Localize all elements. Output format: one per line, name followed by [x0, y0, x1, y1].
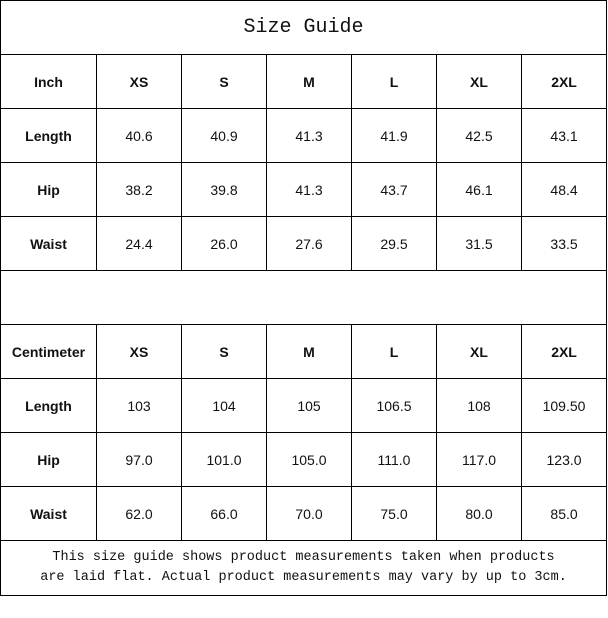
- measure-label: Hip: [0, 432, 97, 487]
- table-cell: 109.50: [520, 378, 608, 433]
- size-header: L: [351, 324, 437, 379]
- measure-label: Length: [0, 378, 97, 433]
- size-guide: Size Guide Inch XS S M L XL 2XL Length 40.6 40.9 4…: [0, 0, 608, 596]
- table-row: Length 103 104 105 106.5 108 109.50: [0, 378, 608, 433]
- table-row: Waist 62.0 66.0 70.0 75.0 80.0 85.0: [0, 486, 608, 541]
- note: This size guide shows product measuremen…: [0, 540, 608, 596]
- size-header: XL: [436, 54, 522, 109]
- size-header: S: [181, 324, 267, 379]
- table-cell: 97.0: [96, 432, 182, 487]
- table-cell: 40.9: [181, 108, 267, 163]
- table-cell: 106.5: [351, 378, 437, 433]
- note-row: This size guide shows product measuremen…: [0, 540, 608, 596]
- table-cell: 48.4: [520, 162, 608, 217]
- table-cell: 62.0: [96, 486, 182, 541]
- table-cell: 26.0: [181, 216, 267, 271]
- table-row: Hip 38.2 39.8 41.3 43.7 46.1 48.4: [0, 162, 608, 217]
- table-cell: 27.6: [266, 216, 352, 271]
- table-row: Length 40.6 40.9 41.3 41.9 42.5 43.1: [0, 108, 608, 163]
- table-cell: 29.5: [351, 216, 437, 271]
- note-line: are laid flat. Actual product measuremen…: [40, 570, 567, 585]
- table-cell: 41.3: [266, 108, 352, 163]
- size-header: 2XL: [520, 324, 608, 379]
- table-cell: 31.5: [436, 216, 522, 271]
- size-header: XL: [436, 324, 522, 379]
- table-cell: 33.5: [520, 216, 608, 271]
- size-header: XS: [96, 54, 182, 109]
- page-title: Size Guide: [0, 0, 608, 55]
- table-row: Hip 97.0 101.0 105.0 111.0 117.0 123.0: [0, 432, 608, 487]
- measure-label: Length: [0, 108, 97, 163]
- table-cell: 123.0: [520, 432, 608, 487]
- table-cell: 111.0: [351, 432, 437, 487]
- table-cell: 117.0: [436, 432, 522, 487]
- header-row: Inch XS S M L XL 2XL: [0, 54, 608, 109]
- table-cell: 41.3: [266, 162, 352, 217]
- header-row: Centimeter XS S M L XL 2XL: [0, 324, 608, 379]
- measure-label: Waist: [0, 216, 97, 271]
- size-header: L: [351, 54, 437, 109]
- size-header: 2XL: [520, 54, 608, 109]
- table-cell: 103: [96, 378, 182, 433]
- table-cell: 104: [181, 378, 267, 433]
- measure-label: Hip: [0, 162, 97, 217]
- table-cell: 41.9: [351, 108, 437, 163]
- table-cell: 101.0: [181, 432, 267, 487]
- table-cell: 38.2: [96, 162, 182, 217]
- table-cell: 43.1: [520, 108, 608, 163]
- size-header: M: [266, 54, 352, 109]
- size-header: M: [266, 324, 352, 379]
- table-cell: 46.1: [436, 162, 522, 217]
- table-cell: 108: [436, 378, 522, 433]
- table-cell: 105: [266, 378, 352, 433]
- title-row: Size Guide: [0, 0, 608, 55]
- unit-label: Inch: [0, 54, 97, 109]
- table-cell: 75.0: [351, 486, 437, 541]
- size-header: XS: [96, 324, 182, 379]
- table-cell: 40.6: [96, 108, 182, 163]
- table-cell: 42.5: [436, 108, 522, 163]
- table-cell: 85.0: [520, 486, 608, 541]
- table-cell: 66.0: [181, 486, 267, 541]
- note-line: This size guide shows product measuremen…: [52, 550, 555, 565]
- table-cell: 39.8: [181, 162, 267, 217]
- spacer: [0, 270, 608, 325]
- table-cell: 24.4: [96, 216, 182, 271]
- table-cell: 80.0: [436, 486, 522, 541]
- size-table: Size Guide Inch XS S M L XL 2XL Length 40.6 40.9 4…: [0, 0, 608, 596]
- table-cell: 105.0: [266, 432, 352, 487]
- measure-label: Waist: [0, 486, 97, 541]
- table-cell: 70.0: [266, 486, 352, 541]
- table-cell: 43.7: [351, 162, 437, 217]
- unit-label: Centimeter: [0, 324, 97, 379]
- size-header: S: [181, 54, 267, 109]
- spacer-row: [0, 270, 608, 325]
- table-row: Waist 24.4 26.0 27.6 29.5 31.5 33.5: [0, 216, 608, 271]
